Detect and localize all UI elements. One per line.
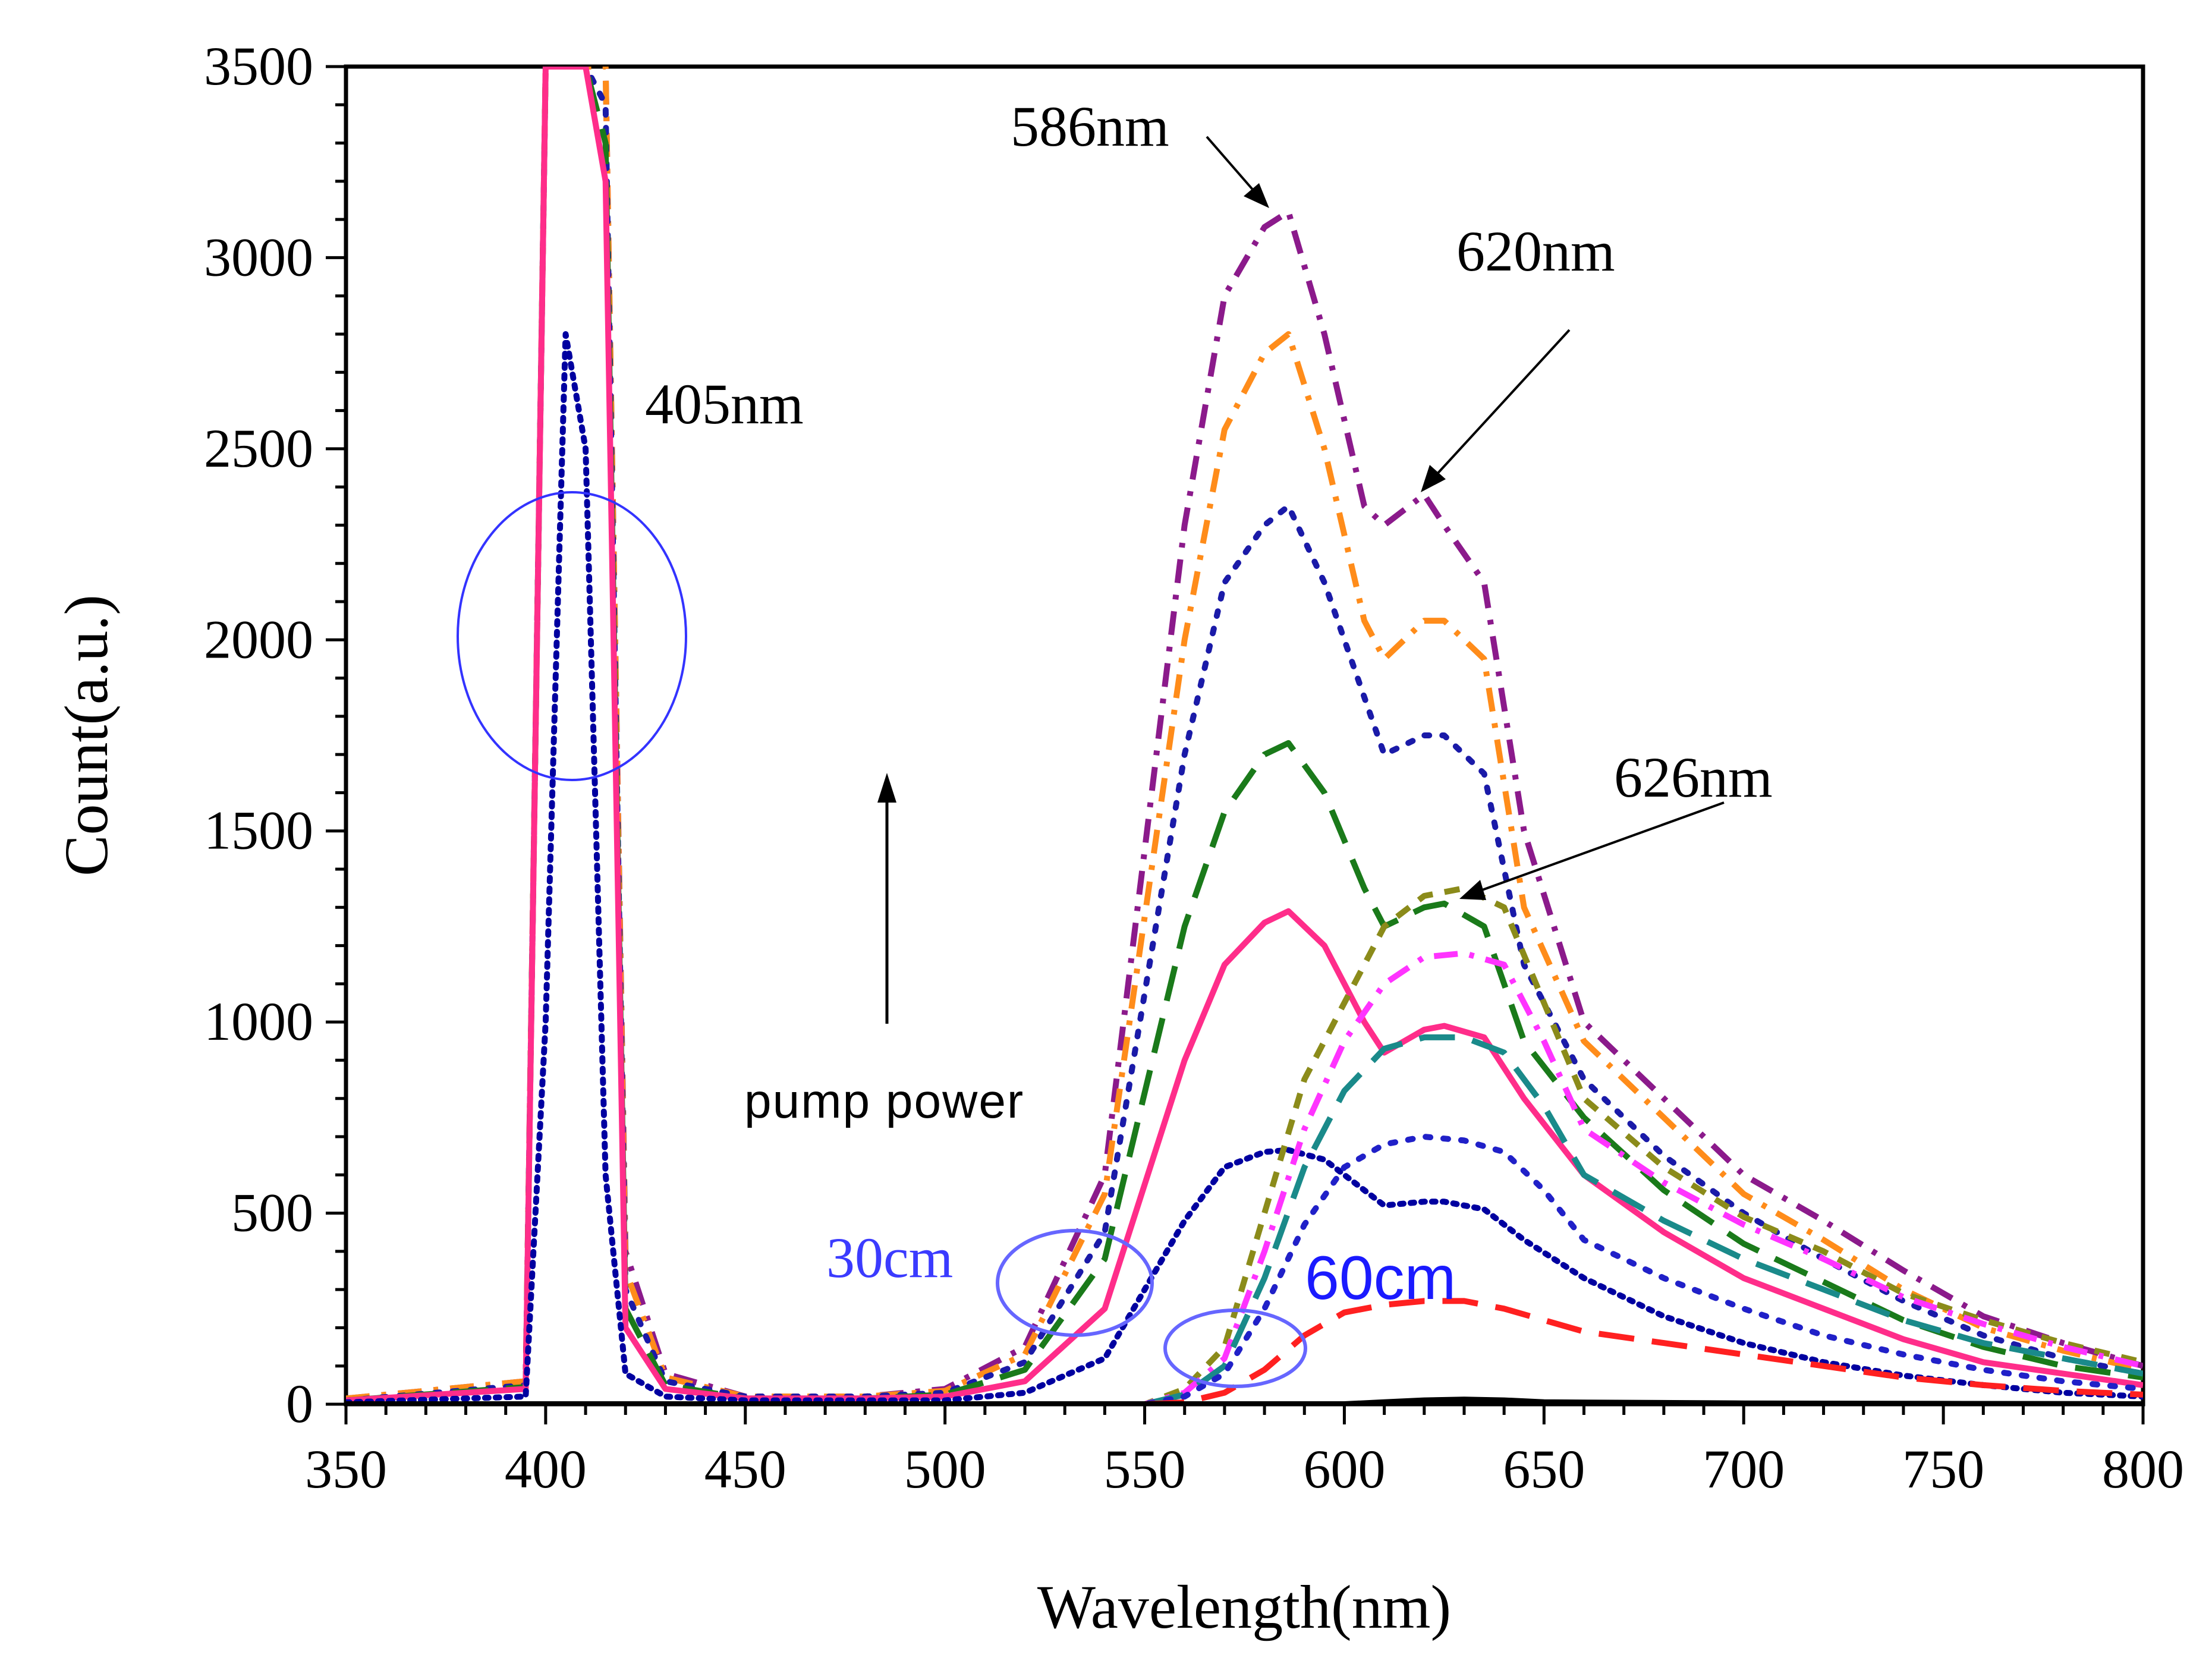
arrow-586nm-shaft [1206,136,1256,193]
pump-peak-circle [457,491,687,781]
arrow-626nm-shaft [1477,801,1725,893]
y-axis-title: Count(a.u.) [52,594,121,876]
arrow-586nm-head [1244,183,1269,208]
y-tick-label: 2500 [204,418,313,479]
label-405nm: 405nm [645,372,804,436]
x-tick-label: 550 [1104,1439,1186,1499]
series-line-30cm-6 [346,331,2143,1404]
series-line-60cm-4 [346,1134,2143,1404]
label-60cm: 60cm [1305,1244,1456,1313]
arrow-620nm-head [1421,465,1446,492]
30cm-circle [996,1229,1154,1337]
series-line-60cm-3 [346,1034,2143,1404]
label-586nm: 586nm [1011,95,1169,158]
y-tick-label: 1500 [204,800,313,861]
x-tick-label: 600 [1303,1439,1385,1499]
x-tick-label: 500 [904,1439,986,1499]
x-tick-label: 400 [505,1439,587,1499]
series-line-30cm-3 [346,67,2143,1404]
arrow-626nm-head [1459,880,1486,900]
series-line-60cm-2 [346,950,2143,1404]
label-pump-power: pump power [744,1074,1024,1128]
label-620nm: 620nm [1456,219,1615,283]
x-tick-label: 700 [1703,1439,1785,1499]
x-tick-label: 350 [305,1439,387,1499]
pump-power-arrow-head [877,773,896,803]
series-line-60cm-5 [346,1298,2143,1404]
y-tick-label: 0 [286,1373,313,1434]
x-axis-title: Wavelength(nm) [1037,1573,1451,1641]
y-tick-label: 500 [231,1182,313,1243]
label-626nm: 626nm [1614,746,1773,809]
x-tick-label: 800 [2102,1439,2184,1499]
series-line-30cm-5 [346,67,2143,1404]
axis-ticks: 350 400 450 500 550 600 650 700 750 800 0 500 1000 15… [204,36,2184,1499]
series-line-30cm-4 [346,67,2143,1404]
y-tick-label: 2000 [204,609,313,669]
arrow-620nm-shaft [1434,329,1571,477]
series-line-30cm-1 [346,67,2143,1402]
y-tick-label: 3000 [204,227,313,287]
series-line-60cm-6 [346,1396,2143,1404]
y-tick-label: 1000 [204,991,313,1052]
y-tick-label: 3500 [204,36,313,96]
x-tick-label: 750 [1902,1439,1984,1499]
label-30cm: 30cm [826,1226,953,1289]
x-tick-label: 650 [1503,1439,1585,1499]
data-series [346,67,2143,1404]
x-tick-label: 450 [704,1439,786,1499]
series-line-30cm-2 [346,67,2143,1402]
60cm-circle [1163,1308,1307,1388]
